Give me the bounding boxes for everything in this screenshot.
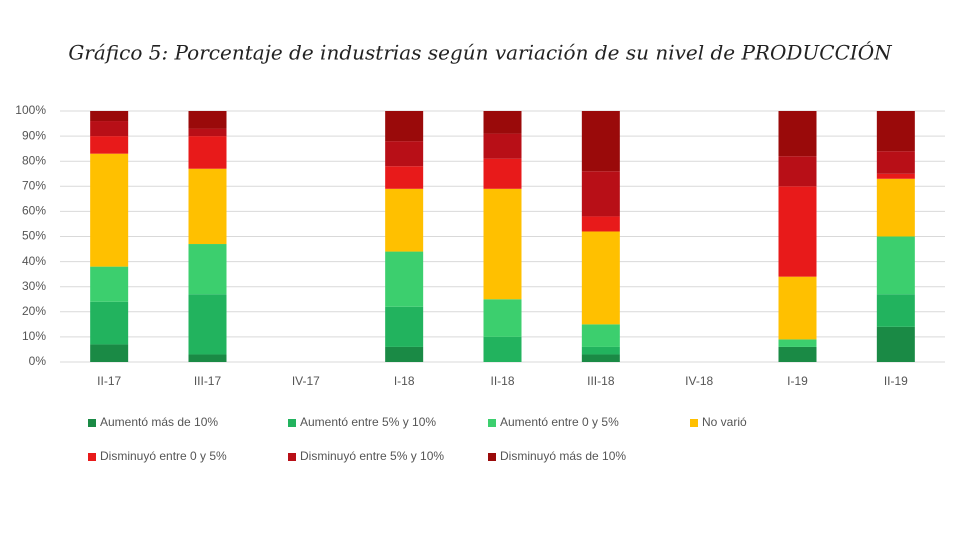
y-tick-label: 100%	[15, 103, 46, 117]
legend-label: No varió	[702, 415, 747, 429]
x-tick-label: III-17	[194, 374, 222, 388]
bar-segment	[876, 151, 915, 174]
bar-segment	[778, 346, 817, 362]
bar-segment	[483, 336, 522, 362]
x-tick-label: II-17	[97, 374, 121, 388]
bar-segment	[483, 158, 522, 189]
bar-segment	[483, 111, 522, 134]
bar-segment	[90, 266, 129, 302]
chart-title: Gráfico 5: Porcentaje de industrias segú…	[68, 40, 893, 65]
legend-swatch	[690, 419, 698, 427]
bar-segment	[385, 188, 424, 252]
y-tick-label: 30%	[22, 279, 46, 293]
bar-segment	[778, 111, 817, 157]
bar-segment	[581, 216, 620, 232]
x-tick-label: I-19	[787, 374, 808, 388]
bar-segment	[385, 166, 424, 189]
y-tick-label: 70%	[22, 178, 46, 192]
bar-segment	[876, 111, 915, 152]
bar-segment	[581, 111, 620, 172]
legend-label: Aumentó entre 0 y 5%	[500, 415, 619, 429]
bar-segment	[188, 168, 227, 245]
bar-segment	[778, 186, 817, 277]
legend-label: Disminuyó entre 0 y 5%	[100, 449, 227, 463]
bar-segment	[385, 251, 424, 307]
y-tick-label: 40%	[22, 254, 46, 268]
x-tick-label: I-18	[394, 374, 415, 388]
legend-swatch	[288, 419, 296, 427]
bar-segment	[876, 326, 915, 362]
bar-segment	[483, 299, 522, 337]
legend-swatch	[488, 419, 496, 427]
bar-segment	[188, 128, 227, 137]
y-tick-label: 80%	[22, 153, 46, 167]
legend-label: Aumentó más de 10%	[100, 415, 218, 429]
bar-segment	[188, 111, 227, 129]
bar-segment	[385, 306, 424, 347]
legend-swatch	[488, 453, 496, 461]
bar-segment	[483, 133, 522, 159]
bar-segment	[876, 173, 915, 179]
bar-segment	[188, 244, 227, 295]
bar-segment	[581, 324, 620, 347]
x-tick-label: IV-18	[685, 374, 713, 388]
legend-swatch	[88, 419, 96, 427]
bar-segment	[581, 354, 620, 362]
bar-segment	[90, 136, 129, 154]
x-tick-label: IV-17	[292, 374, 320, 388]
legend-label: Disminuyó más de 10%	[500, 449, 626, 463]
bar-segment	[778, 156, 817, 187]
x-tick-label: II-18	[490, 374, 514, 388]
bar-segment	[581, 346, 620, 355]
bar-segment	[778, 276, 817, 340]
y-tick-label: 90%	[22, 128, 46, 142]
y-tick-label: 10%	[22, 329, 46, 343]
bar-segment	[876, 294, 915, 327]
bar-segment	[90, 153, 129, 267]
bar-segment	[876, 236, 915, 295]
bar-segment	[876, 178, 915, 237]
y-tick-label: 50%	[22, 229, 46, 243]
legend-label: Disminuyó entre 5% y 10%	[300, 449, 444, 463]
y-tick-label: 20%	[22, 304, 46, 318]
bar-segment	[385, 346, 424, 362]
y-tick-label: 60%	[22, 204, 46, 218]
bar-segment	[188, 294, 227, 355]
bar-segment	[90, 344, 129, 362]
legend-swatch	[288, 453, 296, 461]
bar-segment	[778, 339, 817, 347]
bar-segment	[385, 111, 424, 142]
bar-segment	[188, 136, 227, 169]
x-tick-label: II-19	[884, 374, 908, 388]
bar-segment	[581, 171, 620, 217]
y-tick-label: 0%	[29, 354, 47, 368]
legend-swatch	[88, 453, 96, 461]
bar-segment	[483, 188, 522, 300]
bar-segment	[385, 141, 424, 167]
x-tick-label: III-18	[587, 374, 615, 388]
legend-label: Aumentó entre 5% y 10%	[300, 415, 436, 429]
bar-segment	[90, 111, 129, 122]
bar-segment	[188, 354, 227, 362]
bar-segment	[90, 301, 129, 345]
bar-segment	[581, 231, 620, 325]
bar-segment	[90, 121, 129, 137]
